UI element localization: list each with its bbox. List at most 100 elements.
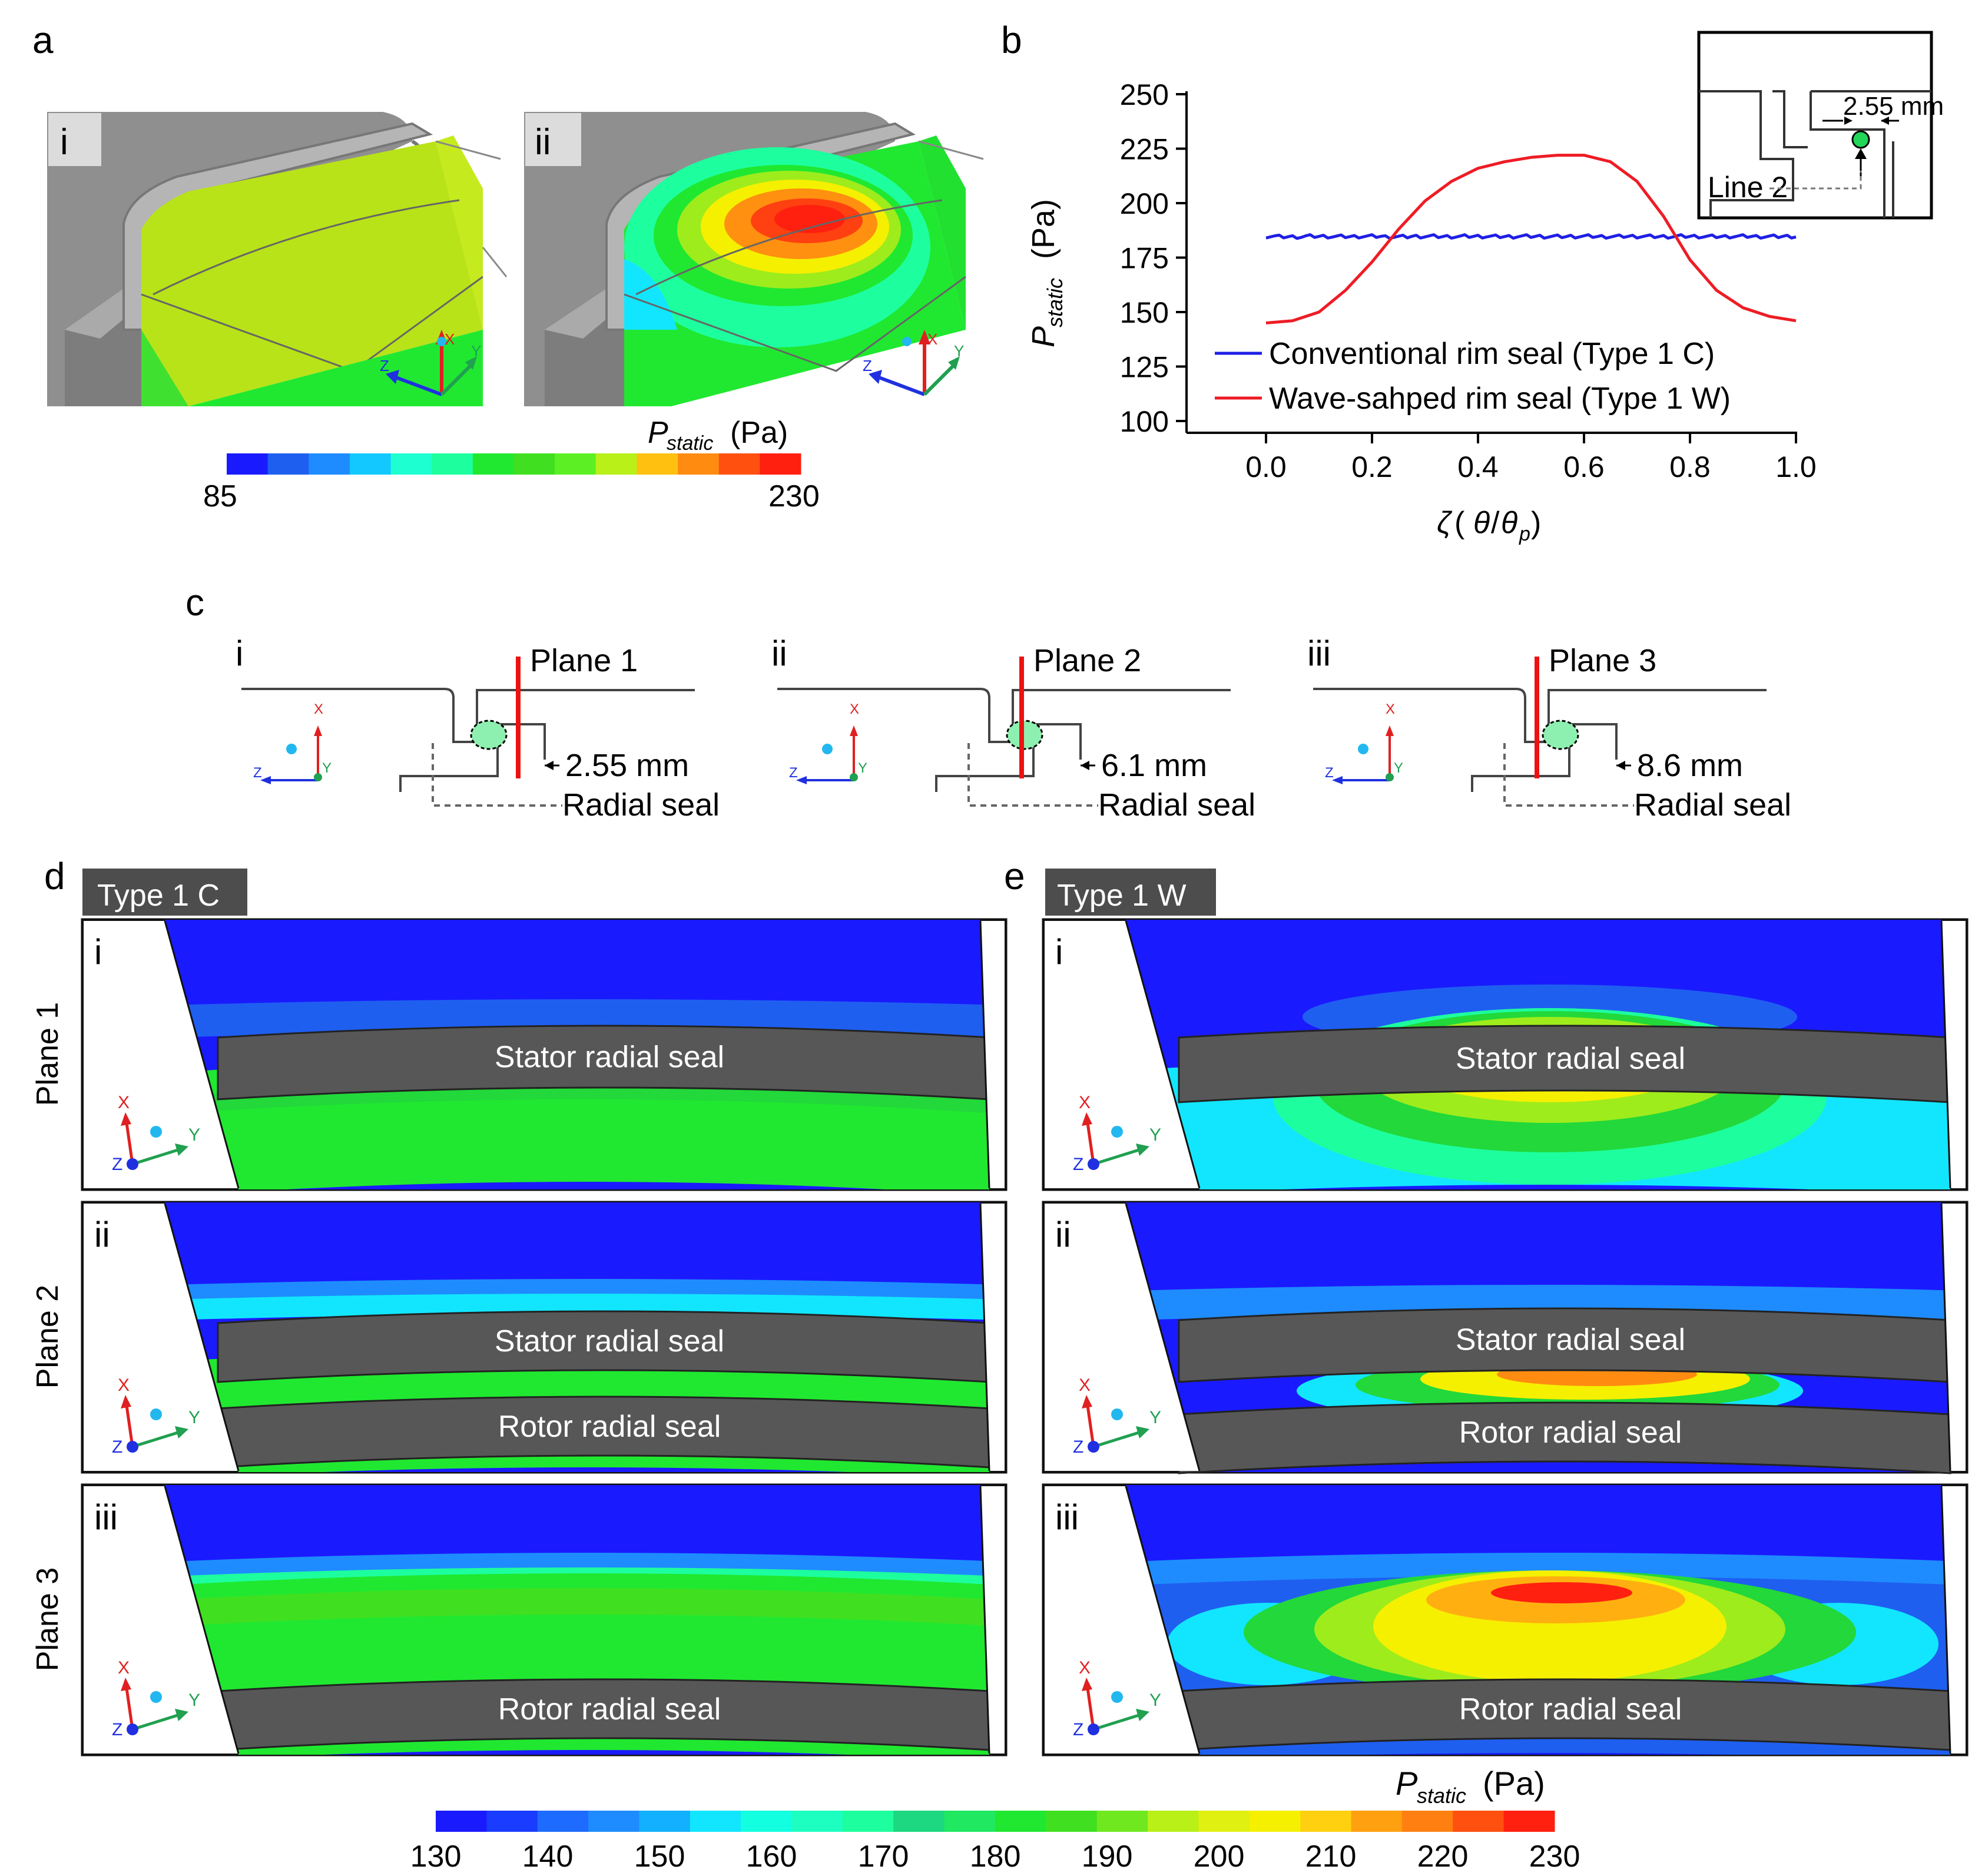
panel-a-ii-axes: X Y Z xyxy=(863,330,964,396)
svg-text:): ) xyxy=(1531,506,1541,540)
svg-text:Z: Z xyxy=(112,1155,122,1174)
colorbar-tick-label: 230 xyxy=(1529,1839,1580,1874)
panel-d-tag: Type 1 C xyxy=(97,879,220,913)
axis-z-dot xyxy=(127,1723,138,1735)
panel-c-cyan-dot xyxy=(1358,744,1368,754)
axis-cyan-dot xyxy=(1111,1691,1123,1703)
chart-ytick-label: 200 xyxy=(1120,187,1169,220)
panel-d-tag-box xyxy=(82,869,247,916)
rotor-seal-label: Rotor radial seal xyxy=(1459,1692,1682,1726)
svg-text:Y: Y xyxy=(188,1125,200,1145)
colorbar-step xyxy=(1300,1811,1352,1832)
axis-cyan-dot xyxy=(1111,1408,1123,1420)
axis-cyan-dot xyxy=(150,1408,162,1420)
colorbar-tick-label: 130 xyxy=(410,1839,462,1874)
panel-c-cyan-dot xyxy=(286,744,297,754)
panel-c-dim-arrow xyxy=(1616,761,1625,770)
contour-roman: iii xyxy=(94,1497,118,1537)
panel-c-seal-label: Radial seal xyxy=(562,787,720,823)
svg-text:/: / xyxy=(1491,506,1500,540)
colorbar-a-step xyxy=(718,453,760,475)
svg-text:Y: Y xyxy=(1149,1408,1161,1427)
legend-label-conventional: Conventional rim seal (Type 1 C) xyxy=(1269,337,1715,371)
panel-e-tag-box xyxy=(1045,869,1216,916)
svg-text:P: P xyxy=(648,416,668,450)
panel-a-i-label-box xyxy=(48,113,101,166)
svg-text:(Pa): (Pa) xyxy=(1026,199,1061,259)
svg-text:(Pa): (Pa) xyxy=(1483,1765,1545,1802)
axis-z-dot xyxy=(127,1158,138,1170)
panel-c-cyan-dot xyxy=(822,744,833,754)
svg-text:X: X xyxy=(850,701,859,717)
svg-text:Z: Z xyxy=(112,1437,122,1457)
svg-text:Z: Z xyxy=(863,357,872,374)
colorbar-step xyxy=(791,1811,843,1832)
panel-letter-c: c xyxy=(185,581,204,624)
svg-text:X: X xyxy=(118,1093,130,1112)
svg-text:X: X xyxy=(118,1375,130,1395)
svg-text:ζ: ζ xyxy=(1437,506,1453,540)
colorbar-step xyxy=(1096,1811,1148,1832)
svg-text:X: X xyxy=(1079,1375,1091,1395)
panel-a-i-render: i X Y Z xyxy=(47,112,508,406)
chart-ytick-label: 250 xyxy=(1120,78,1169,111)
chart-xtick-label: 0.0 xyxy=(1245,450,1287,483)
svg-text:X: X xyxy=(1079,1093,1091,1112)
chart-ytick-label: 150 xyxy=(1120,296,1169,329)
panel-c-roman: i xyxy=(236,634,243,673)
panel-c-vortex xyxy=(1006,720,1043,750)
svg-text:(: ( xyxy=(1454,506,1465,540)
colorbar-a-step xyxy=(595,453,637,475)
panel-c-seal-label: Radial seal xyxy=(1634,787,1791,823)
svg-text:Z: Z xyxy=(1073,1437,1083,1457)
panel-c-plane-label: Plane 2 xyxy=(1033,643,1141,678)
colorbar-a-step xyxy=(349,453,392,475)
rotor-seal-label: Rotor radial seal xyxy=(498,1692,721,1726)
panel-a-i-label: i xyxy=(60,122,68,163)
svg-text:Y: Y xyxy=(1149,1125,1161,1145)
panel-c-item-3: iii Plane 3 8.6 mm Radial seal X Y Z xyxy=(1307,634,1791,823)
colorbar-step xyxy=(537,1811,589,1832)
row-plane-label-3: Plane 3 xyxy=(31,1567,65,1671)
axis-z-dot xyxy=(127,1441,138,1453)
colorbar-tick-label: 210 xyxy=(1305,1839,1357,1874)
contour-right-mask xyxy=(1941,1486,1966,1754)
colorbar-a-step xyxy=(227,453,269,475)
chart-series-line-1 xyxy=(1265,154,1797,324)
rotor-seal-label: Rotor radial seal xyxy=(498,1410,721,1444)
colorbar-tick-label: 150 xyxy=(634,1839,685,1874)
colorbar-step xyxy=(690,1811,741,1832)
colorbar-step xyxy=(588,1811,639,1832)
contour-right-mask xyxy=(980,1204,1005,1471)
panel-letter-b: b xyxy=(1001,19,1022,61)
svg-text:X: X xyxy=(314,701,323,717)
colorbar-tick-label: 140 xyxy=(522,1839,574,1874)
colorbar-a-step xyxy=(472,453,514,475)
axis-z-dot xyxy=(1088,1441,1099,1453)
stator-seal-label: Stator radial seal xyxy=(495,1324,724,1358)
band xyxy=(1491,1582,1632,1603)
chart-xtick-label: 0.6 xyxy=(1563,450,1605,483)
colorbar-a-step xyxy=(760,453,801,475)
inset-probe-point xyxy=(1851,130,1870,149)
chart-ylabel: P static (Pa) xyxy=(1026,199,1067,347)
contour-roman: ii xyxy=(1055,1215,1071,1254)
contour-e-3: Rotor radial seal iii X Y Z xyxy=(1042,1483,1969,1756)
colorbar-step xyxy=(1503,1811,1555,1832)
contour-roman: i xyxy=(94,932,102,972)
colorbar-tick-label: 160 xyxy=(746,1839,797,1874)
panel-a-ii-label-box xyxy=(525,113,581,166)
panel-d: d Type 1 C xyxy=(44,855,247,916)
svg-text:Y: Y xyxy=(954,342,964,360)
svg-text:Z: Z xyxy=(253,765,262,781)
svg-text:Y: Y xyxy=(322,760,332,776)
row-plane-label-1: Plane 1 xyxy=(31,1002,65,1106)
svg-text:Y: Y xyxy=(1149,1691,1161,1710)
chart-xtick-label: 0.8 xyxy=(1669,450,1711,483)
svg-text:θ: θ xyxy=(1473,506,1490,540)
contour-right-mask xyxy=(980,921,1005,1188)
panel-c-item-1: i Plane 1 2.55 mm Radial seal X Y Z xyxy=(236,634,720,823)
panel-c-dim-arrow xyxy=(545,761,554,770)
svg-text:P: P xyxy=(1026,326,1061,347)
inset-dimension: 2.55 mm xyxy=(1843,92,1944,121)
